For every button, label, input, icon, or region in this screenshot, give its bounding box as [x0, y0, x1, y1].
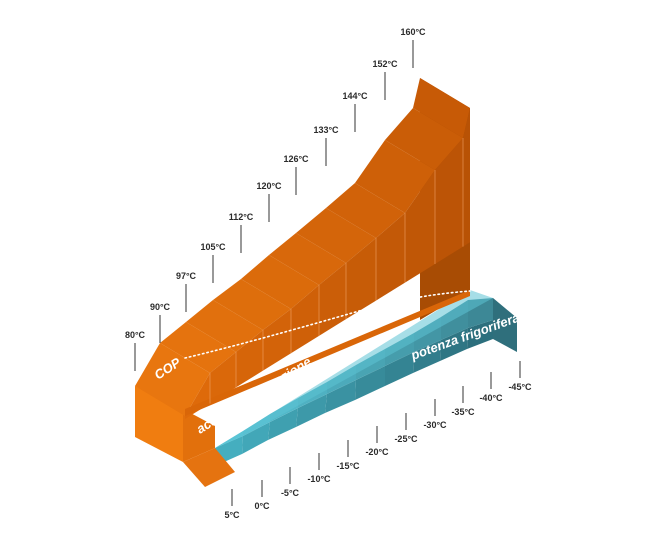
generation-step-side: [435, 138, 463, 264]
cooling-tick-label: -35°C: [451, 407, 475, 417]
cooling-tick-label: 0°C: [254, 501, 270, 511]
generation-step-top: [269, 233, 346, 285]
generation-tick-label: 97°C: [176, 271, 197, 281]
generation-lower-edge: [185, 290, 470, 416]
generation-tick-label: 133°C: [313, 125, 339, 135]
cooling-tick-label: -30°C: [423, 420, 447, 430]
cooling-tick-label: -20°C: [365, 447, 389, 457]
cooling-tick-label: -45°C: [508, 382, 532, 392]
generation-step-side: [346, 238, 376, 320]
cooling-tick-label: 5°C: [224, 510, 240, 520]
generation-step-top: [135, 343, 210, 416]
generation-step-top: [241, 255, 319, 309]
generation-step-side: [236, 330, 263, 388]
generation-step-top: [413, 78, 470, 138]
generation-step-top: [326, 183, 405, 238]
generation-tick-label: 126°C: [283, 154, 309, 164]
generation-tick-markers: 80°C 90°C 97°C 105°C 112°C 120°C 126°C 133°C 144…: [125, 27, 426, 371]
cooling-tick-markers: 5°C 0°C -5°C -10°C -15°C -20°C -25°C -30°C -35°C…: [224, 361, 532, 520]
generation-step-side: [463, 108, 470, 247]
generation-front-face-step: [183, 409, 215, 462]
generation-tick-label: 120°C: [256, 181, 282, 191]
cooling-top-surface: [215, 290, 493, 448]
cooling-tick-label: -40°C: [479, 393, 503, 403]
generation-tick-label: 105°C: [200, 242, 226, 252]
cooling-tick-label: -5°C: [281, 488, 300, 498]
generation-tick-label: 80°C: [125, 330, 146, 340]
generation-tick-label: 112°C: [229, 212, 254, 222]
generation-step-top: [296, 208, 376, 263]
generation-tick-label: 160°C: [400, 27, 426, 37]
generation-tick-label: 144°C: [342, 91, 368, 101]
cooling-tick-label: -10°C: [307, 474, 331, 484]
generation-step-top: [385, 108, 463, 170]
cooling-staircase: [215, 290, 517, 466]
cooling-step-riser: [242, 422, 270, 454]
generation-step-top: [160, 322, 236, 373]
generation-tick-label: 152°C: [372, 59, 398, 69]
generation-step-side: [405, 170, 435, 283]
cooling-step-riser: [296, 394, 327, 427]
cooling-step-riser: [268, 408, 298, 440]
cooling-step-riser: [440, 328, 468, 361]
generation-step-top: [213, 279, 291, 330]
generation-step-top: [355, 140, 435, 213]
cooling-tick-label: -25°C: [394, 434, 418, 444]
cooling-step-riser: [355, 366, 385, 400]
generation-step-side: [319, 263, 346, 336]
cooling-tick-label: -15°C: [336, 461, 360, 471]
cooling-step-riser: [325, 380, 356, 413]
cooling-step-riser: [385, 352, 414, 386]
generation-step-side: [376, 213, 405, 301]
cooling-step-riser: [467, 320, 493, 349]
cooling-block-side: [493, 298, 517, 352]
generation-floor-ledge: [183, 448, 235, 487]
cooling-step-riser: [413, 340, 441, 373]
cop-curve: [184, 290, 471, 359]
generation-tick-label: 90°C: [150, 302, 171, 312]
generation-step-top: [186, 300, 263, 352]
generation-staircase: [135, 78, 470, 487]
generation-step-side: [263, 309, 291, 371]
generation-step-side: [291, 285, 319, 354]
